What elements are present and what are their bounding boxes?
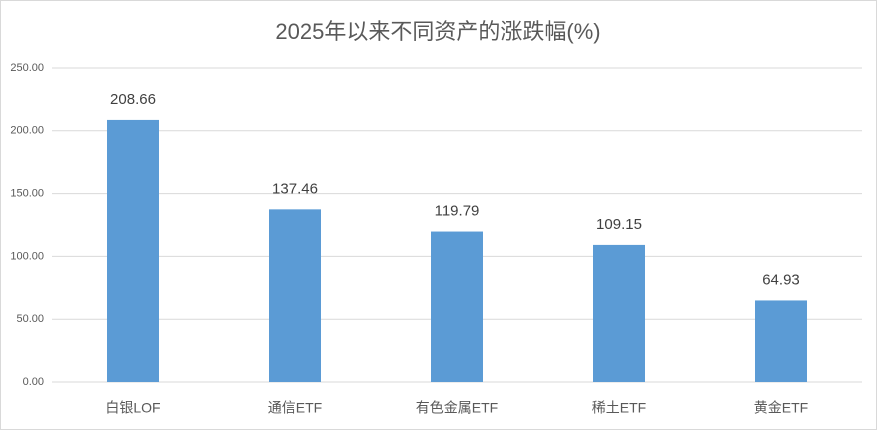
bar bbox=[755, 300, 807, 382]
bar bbox=[431, 231, 483, 382]
y-tick-label: 0.00 bbox=[23, 376, 44, 388]
x-tick-label: 黄金ETF bbox=[754, 400, 808, 416]
value-label: 119.79 bbox=[435, 203, 480, 220]
bar bbox=[107, 119, 159, 383]
value-label: 64.93 bbox=[762, 271, 800, 288]
x-tick-label: 通信ETF bbox=[268, 400, 322, 416]
y-tick-label: 50.00 bbox=[16, 313, 44, 325]
value-label: 137.46 bbox=[272, 180, 318, 197]
value-label: 208.66 bbox=[110, 91, 156, 108]
chart-title: 2025年以来不同资产的涨跌幅(%) bbox=[275, 19, 600, 44]
x-tick-label: 稀土ETF bbox=[592, 400, 646, 416]
y-tick-label: 200.00 bbox=[10, 125, 44, 137]
x-tick-label: 有色金属ETF bbox=[416, 400, 498, 416]
y-tick-label: 250.00 bbox=[10, 62, 44, 74]
bar bbox=[593, 244, 645, 382]
y-tick-label: 150.00 bbox=[10, 188, 44, 200]
y-tick-label: 100.00 bbox=[10, 250, 44, 262]
bar bbox=[269, 209, 321, 382]
value-label: 109.15 bbox=[596, 216, 642, 233]
x-tick-label: 白银LOF bbox=[105, 400, 160, 416]
